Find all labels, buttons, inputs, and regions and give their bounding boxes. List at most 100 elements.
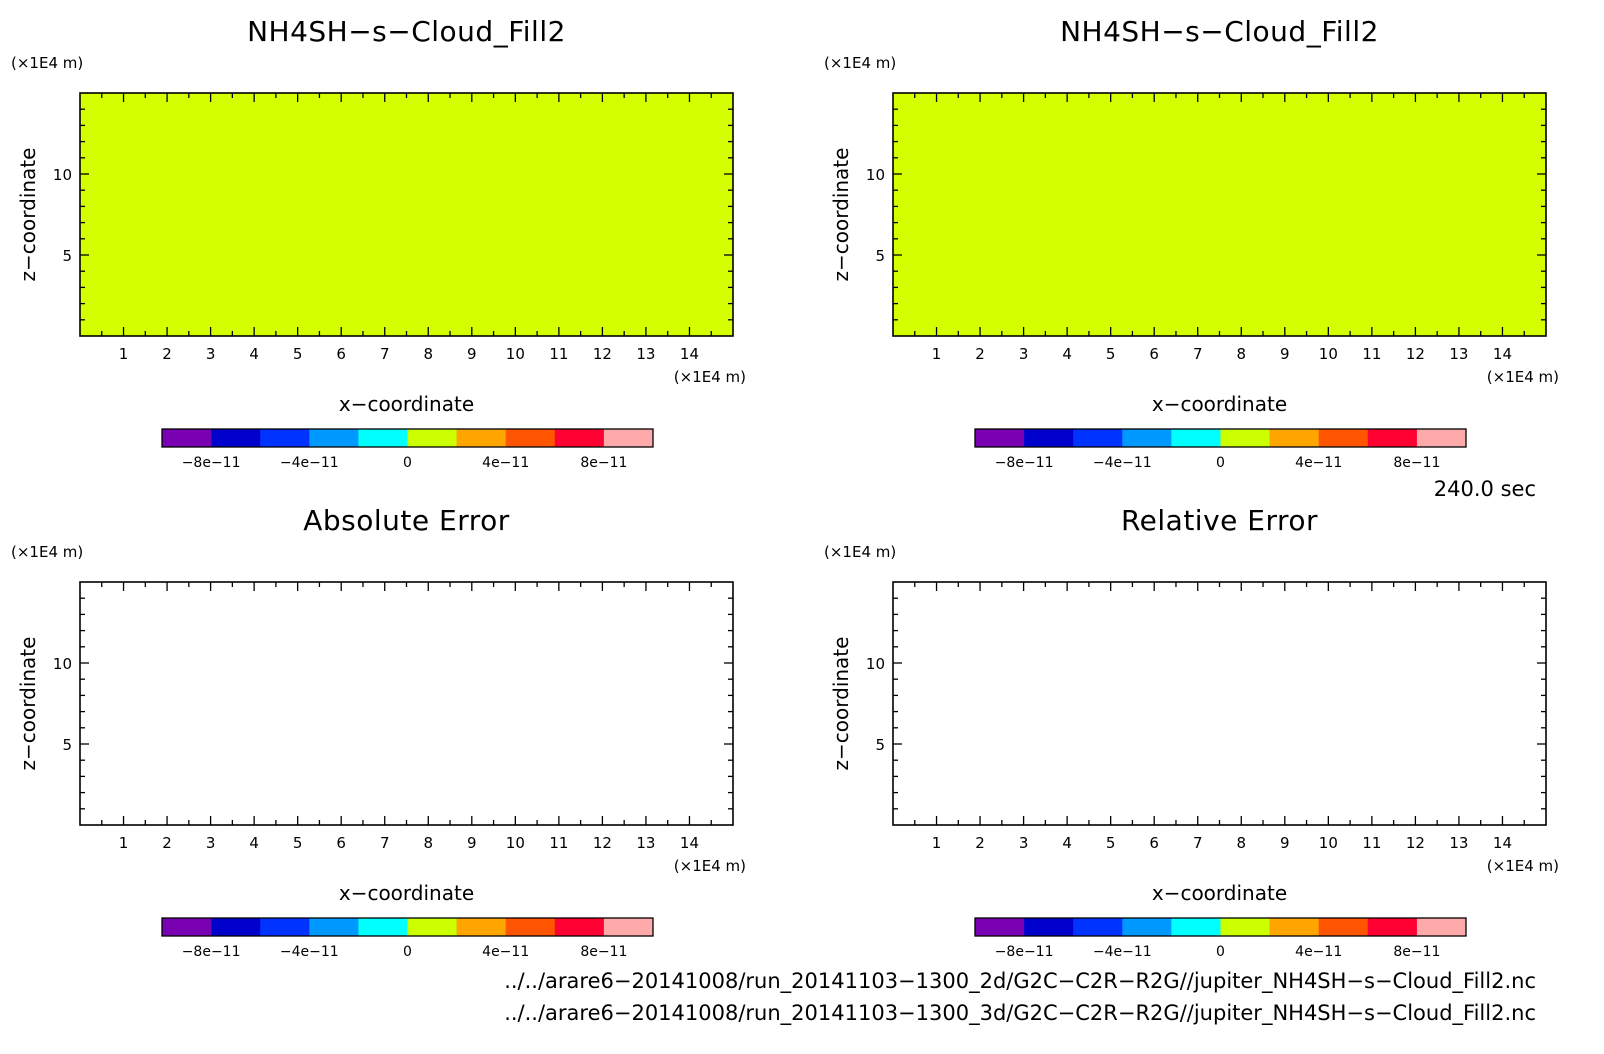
x-tick-label: 3 — [1019, 834, 1029, 852]
colorbar-tick-label: −4e−11 — [280, 944, 339, 960]
colorbar-swatch — [260, 918, 310, 936]
x-axis-label: x−coordinate — [1152, 881, 1287, 905]
x-tick-label: 9 — [467, 345, 477, 363]
x-tick-label: 6 — [336, 834, 346, 852]
colorbar-swatch — [603, 429, 654, 447]
panel-2: NH4SH−s−Cloud_Fill2(×1E4 m)1 2 3 4 5 6 7 8 9 10 11… — [824, 15, 1559, 471]
colorbar-swatch — [1367, 918, 1418, 936]
colorbar-tick-label: 8e−11 — [1393, 944, 1440, 960]
panel-title: Relative Error — [1121, 504, 1318, 537]
colorbar-tick-label: 0 — [1216, 944, 1225, 960]
x-tick-label: 4 — [1062, 834, 1072, 852]
x-tick-label: 8 — [423, 345, 433, 363]
x-tick-label: 6 — [1149, 834, 1159, 852]
colorbar-swatch — [162, 429, 212, 447]
x-tick-label: 9 — [1280, 345, 1290, 363]
y-axis-label: z−coordinate — [16, 637, 40, 771]
colorbar-tick-label: −4e−11 — [1093, 944, 1152, 960]
colorbar-swatch — [1073, 429, 1123, 447]
colorbar-tick-label: −4e−11 — [1093, 455, 1152, 471]
x-tick-label: 7 — [1193, 834, 1203, 852]
x-tick-label: 12 — [1406, 834, 1425, 852]
colorbar-swatch — [505, 429, 556, 447]
x-tick-label: 10 — [1319, 345, 1338, 363]
x-tick-label: 11 — [1362, 345, 1381, 363]
y-tick-label: 5 — [62, 247, 72, 265]
x-tick-label: 5 — [1106, 834, 1116, 852]
x-tick-label: 13 — [1449, 834, 1468, 852]
x-unit-label: (×1E4 m) — [1487, 368, 1559, 386]
y-axis-label: z−coordinate — [829, 637, 853, 771]
colorbar-swatch — [603, 918, 654, 936]
x-tick-label: 14 — [680, 345, 699, 363]
x-tick-label: 7 — [380, 834, 390, 852]
file-path-1: ../../arare6−20141008/run_20141103−1300_… — [504, 969, 1536, 994]
x-tick-label: 5 — [293, 834, 303, 852]
x-tick-label: 3 — [206, 345, 216, 363]
x-unit-label: (×1E4 m) — [1487, 857, 1559, 875]
x-tick-label: 5 — [1106, 345, 1116, 363]
colorbar-tick-label: −4e−11 — [280, 455, 339, 471]
x-tick-label: 8 — [1236, 345, 1246, 363]
panel-title: NH4SH−s−Cloud_Fill2 — [1060, 15, 1379, 48]
panel-title: NH4SH−s−Cloud_Fill2 — [247, 15, 566, 48]
y-unit-label: (×1E4 m) — [11, 543, 83, 561]
y-tick-label: 5 — [875, 736, 885, 754]
colorbar-swatch — [1171, 918, 1221, 936]
x-tick-label: 1 — [119, 345, 129, 363]
panel-3: Absolute Error(×1E4 m)1 2 3 4 5 6 7 8 9 10 11 12 13 1… — [11, 504, 746, 960]
colorbar-swatch — [1367, 429, 1418, 447]
colorbar-frame — [161, 917, 654, 937]
colorbar: −8e−11 −4e−11 0 4e−11 8e−11 — [161, 428, 654, 471]
file-path-2: ../../arare6−20141008/run_20141103−1300_… — [504, 1001, 1536, 1026]
colorbar-swatch — [1269, 918, 1320, 936]
x-tick-label: 12 — [593, 834, 612, 852]
x-tick-label: 12 — [593, 345, 612, 363]
colorbar-swatch — [1416, 918, 1467, 936]
x-tick-label: 1 — [932, 834, 942, 852]
colorbar-swatch — [975, 918, 1025, 936]
x-tick-label: 10 — [506, 345, 525, 363]
y-unit-label: (×1E4 m) — [824, 54, 896, 72]
field-fill — [893, 93, 1546, 336]
colorbar-swatch — [1024, 429, 1074, 447]
x-tick-label: 13 — [1449, 345, 1468, 363]
colorbar-swatch — [1416, 429, 1467, 447]
x-tick-label: 8 — [1236, 834, 1246, 852]
colorbar-swatch — [211, 918, 261, 936]
colorbar-tick-label: 0 — [403, 944, 412, 960]
x-tick-label: 12 — [1406, 345, 1425, 363]
colorbar-swatch — [1318, 918, 1369, 936]
x-tick-label: 6 — [336, 345, 346, 363]
x-tick-label: 2 — [162, 834, 172, 852]
colorbar: −8e−11 −4e−11 0 4e−11 8e−11 — [974, 917, 1467, 960]
y-tick-label: 10 — [866, 166, 885, 184]
x-tick-label: 1 — [932, 345, 942, 363]
y-tick-label: 10 — [53, 166, 72, 184]
time-label: 240.0 sec — [1434, 477, 1536, 501]
colorbar-tick-label: −8e−11 — [182, 455, 241, 471]
colorbar-swatch — [1220, 429, 1271, 447]
x-tick-label: 14 — [1493, 834, 1512, 852]
x-tick-label: 9 — [467, 834, 477, 852]
colorbar-swatch — [1171, 429, 1221, 447]
x-tick-label: 8 — [423, 834, 433, 852]
panel-4: Relative Error(×1E4 m)1 2 3 4 5 6 7 8 9 10 11 12 13 1… — [824, 504, 1559, 960]
x-axis-label: x−coordinate — [339, 881, 474, 905]
colorbar-frame — [161, 428, 654, 448]
x-tick-label: 2 — [162, 345, 172, 363]
colorbar-frame — [974, 428, 1467, 448]
colorbar-swatch — [456, 429, 507, 447]
x-tick-label: 2 — [975, 345, 985, 363]
colorbar-tick-label: 4e−11 — [482, 944, 529, 960]
x-tick-label: 6 — [1149, 345, 1159, 363]
x-tick-label: 10 — [1319, 834, 1338, 852]
y-tick-label: 10 — [866, 655, 885, 673]
x-tick-label: 4 — [249, 834, 259, 852]
panel-1: NH4SH−s−Cloud_Fill2(×1E4 m)1 2 3 4 5 6 7 8 9 10 11… — [11, 15, 746, 471]
colorbar-swatch — [407, 429, 458, 447]
colorbar-swatch — [1269, 429, 1320, 447]
x-unit-label: (×1E4 m) — [674, 368, 746, 386]
x-axis-label: x−coordinate — [339, 392, 474, 416]
